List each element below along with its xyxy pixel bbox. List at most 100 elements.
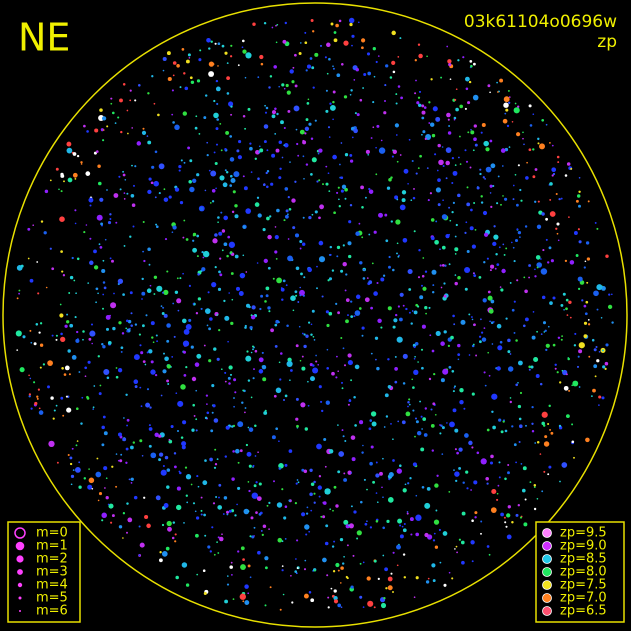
star-dot [15,330,22,337]
star-dot [388,471,394,478]
star-dot [182,236,185,239]
star-dot [290,574,292,577]
star-dot [428,101,431,104]
star-dot [78,461,81,464]
star-dot [219,175,225,181]
star-dot [213,112,219,119]
star-dot [544,435,548,439]
star-dot [256,196,260,199]
star-dot [454,385,456,388]
star-dot [290,369,293,372]
star-dot [607,304,613,310]
star-dot [535,374,540,378]
star-dot [36,397,39,400]
star-dot [517,164,520,167]
star-dot [252,22,256,26]
star-dot [130,481,133,484]
star-dot [134,99,137,102]
star-dot [287,357,292,362]
star-dot [177,400,184,407]
star-dot [358,307,362,310]
star-dot [195,418,198,421]
star-dot [348,524,350,527]
star-dot [395,102,398,105]
star-dot [258,512,262,516]
star-dot [126,424,129,427]
star-dot [369,419,372,422]
star-dot [202,569,206,572]
star-dot [549,211,556,217]
star-dot [411,378,414,381]
star-dot [537,137,540,141]
star-dot [567,357,570,361]
star-dot [455,545,458,548]
star-dot [253,484,257,488]
star-dot [228,509,232,513]
star-dot [218,231,223,236]
star-dot [147,140,152,145]
star-dot [492,241,497,247]
star-dot [117,116,120,119]
star-dot [275,41,278,44]
star-dot [384,213,388,217]
star-dot [333,211,336,215]
star-dot [464,149,467,152]
star-dot [348,523,354,529]
star-dot [217,287,222,291]
star-dot [340,142,343,144]
star-dot [378,212,383,218]
star-dot [299,239,303,244]
star-dot [344,187,348,192]
star-dot [261,351,264,354]
star-dot [72,469,75,471]
star-dot [598,404,600,406]
star-dot [328,57,331,61]
star-dot [27,227,31,231]
star-dot [267,234,272,240]
star-dot [311,157,317,163]
star-dot [252,377,255,380]
star-dot [304,427,308,431]
star-dot [162,56,167,62]
star-dot [117,432,123,437]
star-dot [83,477,87,480]
star-dot [303,276,306,279]
star-dot [100,128,104,132]
star-dot [301,355,304,358]
star-dot [132,225,135,228]
star-dot [468,354,471,356]
star-dot [562,369,568,376]
star-dot [366,520,368,523]
zp-symbol [542,554,552,564]
star-dot [118,321,122,325]
star-dot [172,74,175,77]
star-dot [268,528,270,530]
star-dot [499,340,503,344]
star-dot [296,424,299,428]
star-dot [70,474,75,479]
star-dot [586,257,591,261]
star-dot [252,348,254,351]
star-dot [227,340,229,343]
star-dot [408,311,411,314]
star-dot [203,344,206,347]
star-dot [298,51,302,56]
star-dot [284,21,287,25]
star-dot [76,154,80,158]
star-dot [518,440,521,444]
star-dot [197,273,200,276]
star-dot [336,245,341,250]
star-dot [181,445,186,450]
star-dot [239,449,243,453]
star-dot [227,235,231,239]
star-dot [474,516,477,519]
star-dot [72,172,78,178]
star-dot [30,407,33,410]
star-dot [457,59,460,62]
star-dot [139,542,145,548]
star-dot [264,604,267,607]
star-dot [266,216,270,221]
star-dot [605,254,609,258]
star-dot [247,564,251,568]
star-dot [489,320,491,323]
